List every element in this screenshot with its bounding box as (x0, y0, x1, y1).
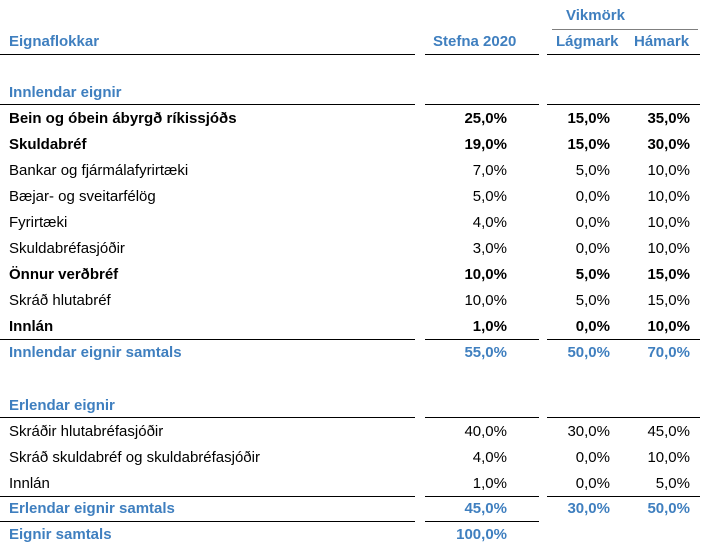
row-max: 10,0% (647, 240, 690, 257)
total-min: 50,0% (567, 344, 610, 361)
row-min: 5,0% (575, 292, 610, 309)
row-label: Skráð hlutabréf (9, 292, 111, 309)
total-label: Erlendar eignir samtals (9, 500, 175, 517)
domestic-title-line-2 (425, 104, 539, 105)
row-label: Innlán (9, 475, 50, 492)
row-max: 10,0% (647, 449, 690, 466)
row-policy: 25,0% (464, 110, 507, 127)
row-min: 0,0% (575, 318, 610, 335)
domestic-total-line-1 (0, 339, 415, 340)
total-policy: 45,0% (464, 500, 507, 517)
row-max: 10,0% (647, 162, 690, 179)
foreign-title-line-1 (0, 417, 415, 418)
total-label: Innlendar eignir samtals (9, 344, 182, 361)
row-max: 15,0% (647, 266, 690, 283)
domestic-total-line-2 (425, 339, 539, 340)
domestic-title-line-3 (547, 104, 700, 105)
row-policy: 3,0% (472, 240, 507, 257)
col-header-max: Hámark (634, 33, 690, 50)
row-min: 0,0% (575, 449, 610, 466)
section-title-domestic: Innlendar eignir (9, 84, 122, 101)
row-max: 15,0% (647, 292, 690, 309)
row-max: 45,0% (647, 423, 690, 440)
grand-total-line-2 (425, 521, 539, 522)
row-label: Innlán (9, 318, 54, 335)
row-label: Fyrirtæki (9, 214, 68, 231)
row-max: 5,0% (655, 475, 690, 492)
foreign-total-line-3 (547, 496, 700, 497)
row-policy: 4,0% (472, 449, 507, 466)
section-title-foreign: Erlendar eignir (9, 397, 115, 414)
row-min: 0,0% (575, 214, 610, 231)
group-underline (552, 29, 698, 30)
row-label: Skuldabréfasjóðir (9, 240, 125, 257)
foreign-total-line-2 (425, 496, 539, 497)
col-header-policy: Stefna 2020 (433, 33, 517, 50)
total-max: 70,0% (647, 344, 690, 361)
group-header-vikmork: Vikmörk (566, 7, 625, 24)
row-max: 10,0% (647, 318, 690, 335)
row-max: 30,0% (647, 136, 690, 153)
row-max: 10,0% (647, 214, 690, 231)
row-label: Bankar og fjármálafyrirtæki (9, 162, 189, 179)
row-min: 0,0% (575, 475, 610, 492)
row-label: Önnur verðbréf (9, 266, 119, 283)
domestic-total-line-3 (547, 339, 700, 340)
row-min: 15,0% (567, 110, 610, 127)
row-policy: 40,0% (464, 423, 507, 440)
row-min: 15,0% (567, 136, 610, 153)
row-label: Skráðir hlutabréfasjóðir (9, 423, 164, 440)
header-line-2 (425, 54, 539, 55)
row-min: 0,0% (575, 240, 610, 257)
total-min: 30,0% (567, 500, 610, 517)
row-policy: 10,0% (464, 292, 507, 309)
grand-total-label: Eignir samtals (9, 526, 112, 543)
col-header-category: Eignaflokkar (9, 33, 100, 50)
total-max: 50,0% (647, 500, 690, 517)
row-label: Skráð skuldabréf og skuldabréfasjóðir (9, 449, 260, 466)
row-policy: 5,0% (472, 188, 507, 205)
row-min: 5,0% (575, 266, 610, 283)
header-line-3 (547, 54, 700, 55)
header-line-1 (0, 54, 415, 55)
foreign-total-line-1 (0, 496, 415, 497)
row-label: Skuldabréf (9, 136, 87, 153)
row-label: Bein og óbein ábyrgð ríkissjóðs (9, 110, 237, 127)
row-min: 0,0% (575, 188, 610, 205)
total-policy: 55,0% (464, 344, 507, 361)
row-policy: 4,0% (472, 214, 507, 231)
row-min: 30,0% (567, 423, 610, 440)
row-max: 35,0% (647, 110, 690, 127)
row-policy: 10,0% (464, 266, 507, 283)
foreign-title-line-2 (425, 417, 539, 418)
row-policy: 19,0% (464, 136, 507, 153)
row-min: 5,0% (575, 162, 610, 179)
grand-total-policy: 100,0% (456, 526, 507, 543)
row-policy: 1,0% (472, 475, 507, 492)
col-header-min: Lágmark (556, 33, 619, 50)
row-max: 10,0% (647, 188, 690, 205)
foreign-title-line-3 (547, 417, 700, 418)
row-policy: 7,0% (472, 162, 507, 179)
domestic-title-line-1 (0, 104, 415, 105)
row-label: Bæjar- og sveitarfélög (9, 188, 156, 205)
grand-total-line-1 (0, 521, 415, 522)
row-policy: 1,0% (472, 318, 507, 335)
